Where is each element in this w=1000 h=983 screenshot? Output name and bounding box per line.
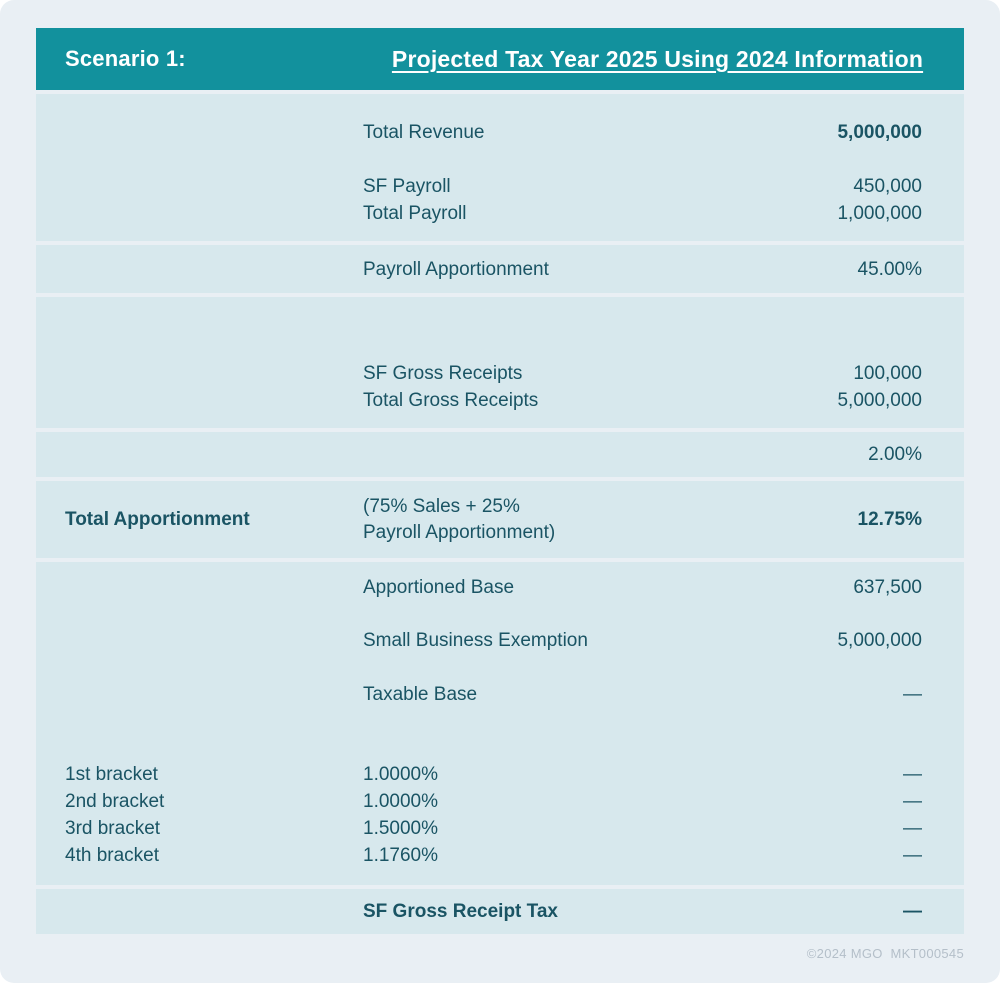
row-bracket-1: 1st bracket 1.0000% — (36, 761, 964, 788)
total-revenue-label: Total Revenue (363, 122, 485, 143)
exemption-value: 5,000,000 (837, 630, 922, 651)
payroll-apportionment-label: Payroll Apportionment (363, 258, 549, 280)
page-title: Projected Tax Year 2025 Using 2024 Infor… (391, 45, 924, 72)
formula-line-1: (75% Sales + 25% (363, 495, 520, 517)
total-payroll-value: 1,000,000 (837, 203, 922, 224)
bracket-2-label: 2nd bracket (65, 791, 165, 812)
section-result: SF Gross Receipt Tax — (36, 889, 964, 934)
sf-payroll-value: 450,000 (853, 176, 922, 197)
bracket-4-label: 4th bracket (65, 845, 159, 866)
row-taxable-base: Taxable Base — (36, 681, 964, 708)
bracket-2-rate: 1.0000% (363, 791, 439, 812)
row-sf-gross-receipts: SF Gross Receipts 100,000 (36, 360, 964, 387)
sf-payroll-label: SF Payroll (363, 176, 451, 197)
row-total-gross-receipts: Total Gross Receipts 5,000,000 (36, 387, 964, 414)
row-sf-payroll: SF Payroll 450,000 (36, 173, 964, 200)
row-bracket-2: 2nd bracket 1.0000% — (36, 788, 964, 815)
row-sales-apportionment: 2.00% (36, 432, 964, 477)
row-sf-gross-receipt-tax: SF Gross Receipt Tax — (36, 889, 964, 934)
bracket-1-rate: 1.0000% (363, 764, 439, 785)
total-apportionment-label: Total Apportionment (65, 509, 250, 530)
formula-line-2: Payroll Apportionment) (363, 521, 556, 543)
section-sales-apportionment: 2.00% (36, 432, 964, 477)
taxable-base-value: — (903, 684, 922, 705)
bracket-3-value: — (903, 818, 922, 839)
row-total-payroll: Total Payroll 1,000,000 (36, 200, 964, 227)
total-apportionment-formula: (75% Sales + 25% Payroll Apportionment) (363, 494, 858, 546)
bracket-2-value: — (903, 791, 922, 812)
bracket-1-value: — (903, 764, 922, 785)
total-revenue-value: 5,000,000 (837, 122, 922, 143)
total-payroll-label: Total Payroll (363, 203, 467, 224)
total-gross-receipts-label: Total Gross Receipts (363, 390, 539, 411)
apportioned-base-value: 637,500 (853, 577, 922, 598)
exemption-label: Small Business Exemption (363, 630, 588, 651)
row-small-business-exemption: Small Business Exemption 5,000,000 (36, 627, 964, 654)
payroll-apportionment-value: 45.00% (857, 258, 922, 280)
row-bracket-3: 3rd bracket 1.5000% — (36, 815, 964, 842)
row-total-revenue: Total Revenue 5,000,000 (36, 119, 964, 146)
taxable-base-label: Taxable Base (363, 684, 478, 705)
apportioned-base-label: Apportioned Base (363, 577, 515, 598)
bracket-1-label: 1st bracket (65, 764, 158, 785)
section-gross-receipts: SF Gross Receipts 100,000 Total Gross Re… (36, 297, 964, 428)
row-apportioned-base: Apportioned Base 637,500 (36, 574, 964, 601)
sf-gross-receipt-tax-label: SF Gross Receipt Tax (363, 901, 558, 922)
row-bracket-4: 4th bracket 1.1760% — (36, 842, 964, 869)
sf-gross-receipts-value: 100,000 (853, 363, 922, 384)
scenario-card: Scenario 1: Projected Tax Year 2025 Usin… (36, 28, 964, 934)
total-apportionment-value: 12.75% (857, 509, 922, 530)
row-total-apportionment: Total Apportionment (75% Sales + 25% Pay… (36, 481, 964, 558)
scenario-label: Scenario 1: (65, 46, 186, 71)
bracket-4-value: — (903, 845, 922, 866)
section-tax-calculation: Apportioned Base 637,500 Small Business … (36, 562, 964, 885)
card-header: Scenario 1: Projected Tax Year 2025 Usin… (36, 28, 964, 90)
sf-gross-receipt-tax-value: — (903, 901, 922, 922)
bracket-3-label: 3rd bracket (65, 818, 161, 839)
bracket-3-rate: 1.5000% (363, 818, 439, 839)
section-total-apportionment: Total Apportionment (75% Sales + 25% Pay… (36, 481, 964, 558)
copyright-text: ©2024 MGO MKT000545 (806, 946, 964, 961)
row-payroll-apportionment: Payroll Apportionment 45.00% (36, 245, 964, 293)
bracket-4-rate: 1.1760% (363, 845, 439, 866)
sf-gross-receipts-label: SF Gross Receipts (363, 363, 523, 384)
total-gross-receipts-value: 5,000,000 (837, 390, 922, 411)
sales-apportionment-value: 2.00% (868, 444, 922, 465)
section-revenue-payroll: Total Revenue 5,000,000 SF Payroll 450,0… (36, 94, 964, 241)
section-payroll-apportionment: Payroll Apportionment 45.00% (36, 245, 964, 293)
